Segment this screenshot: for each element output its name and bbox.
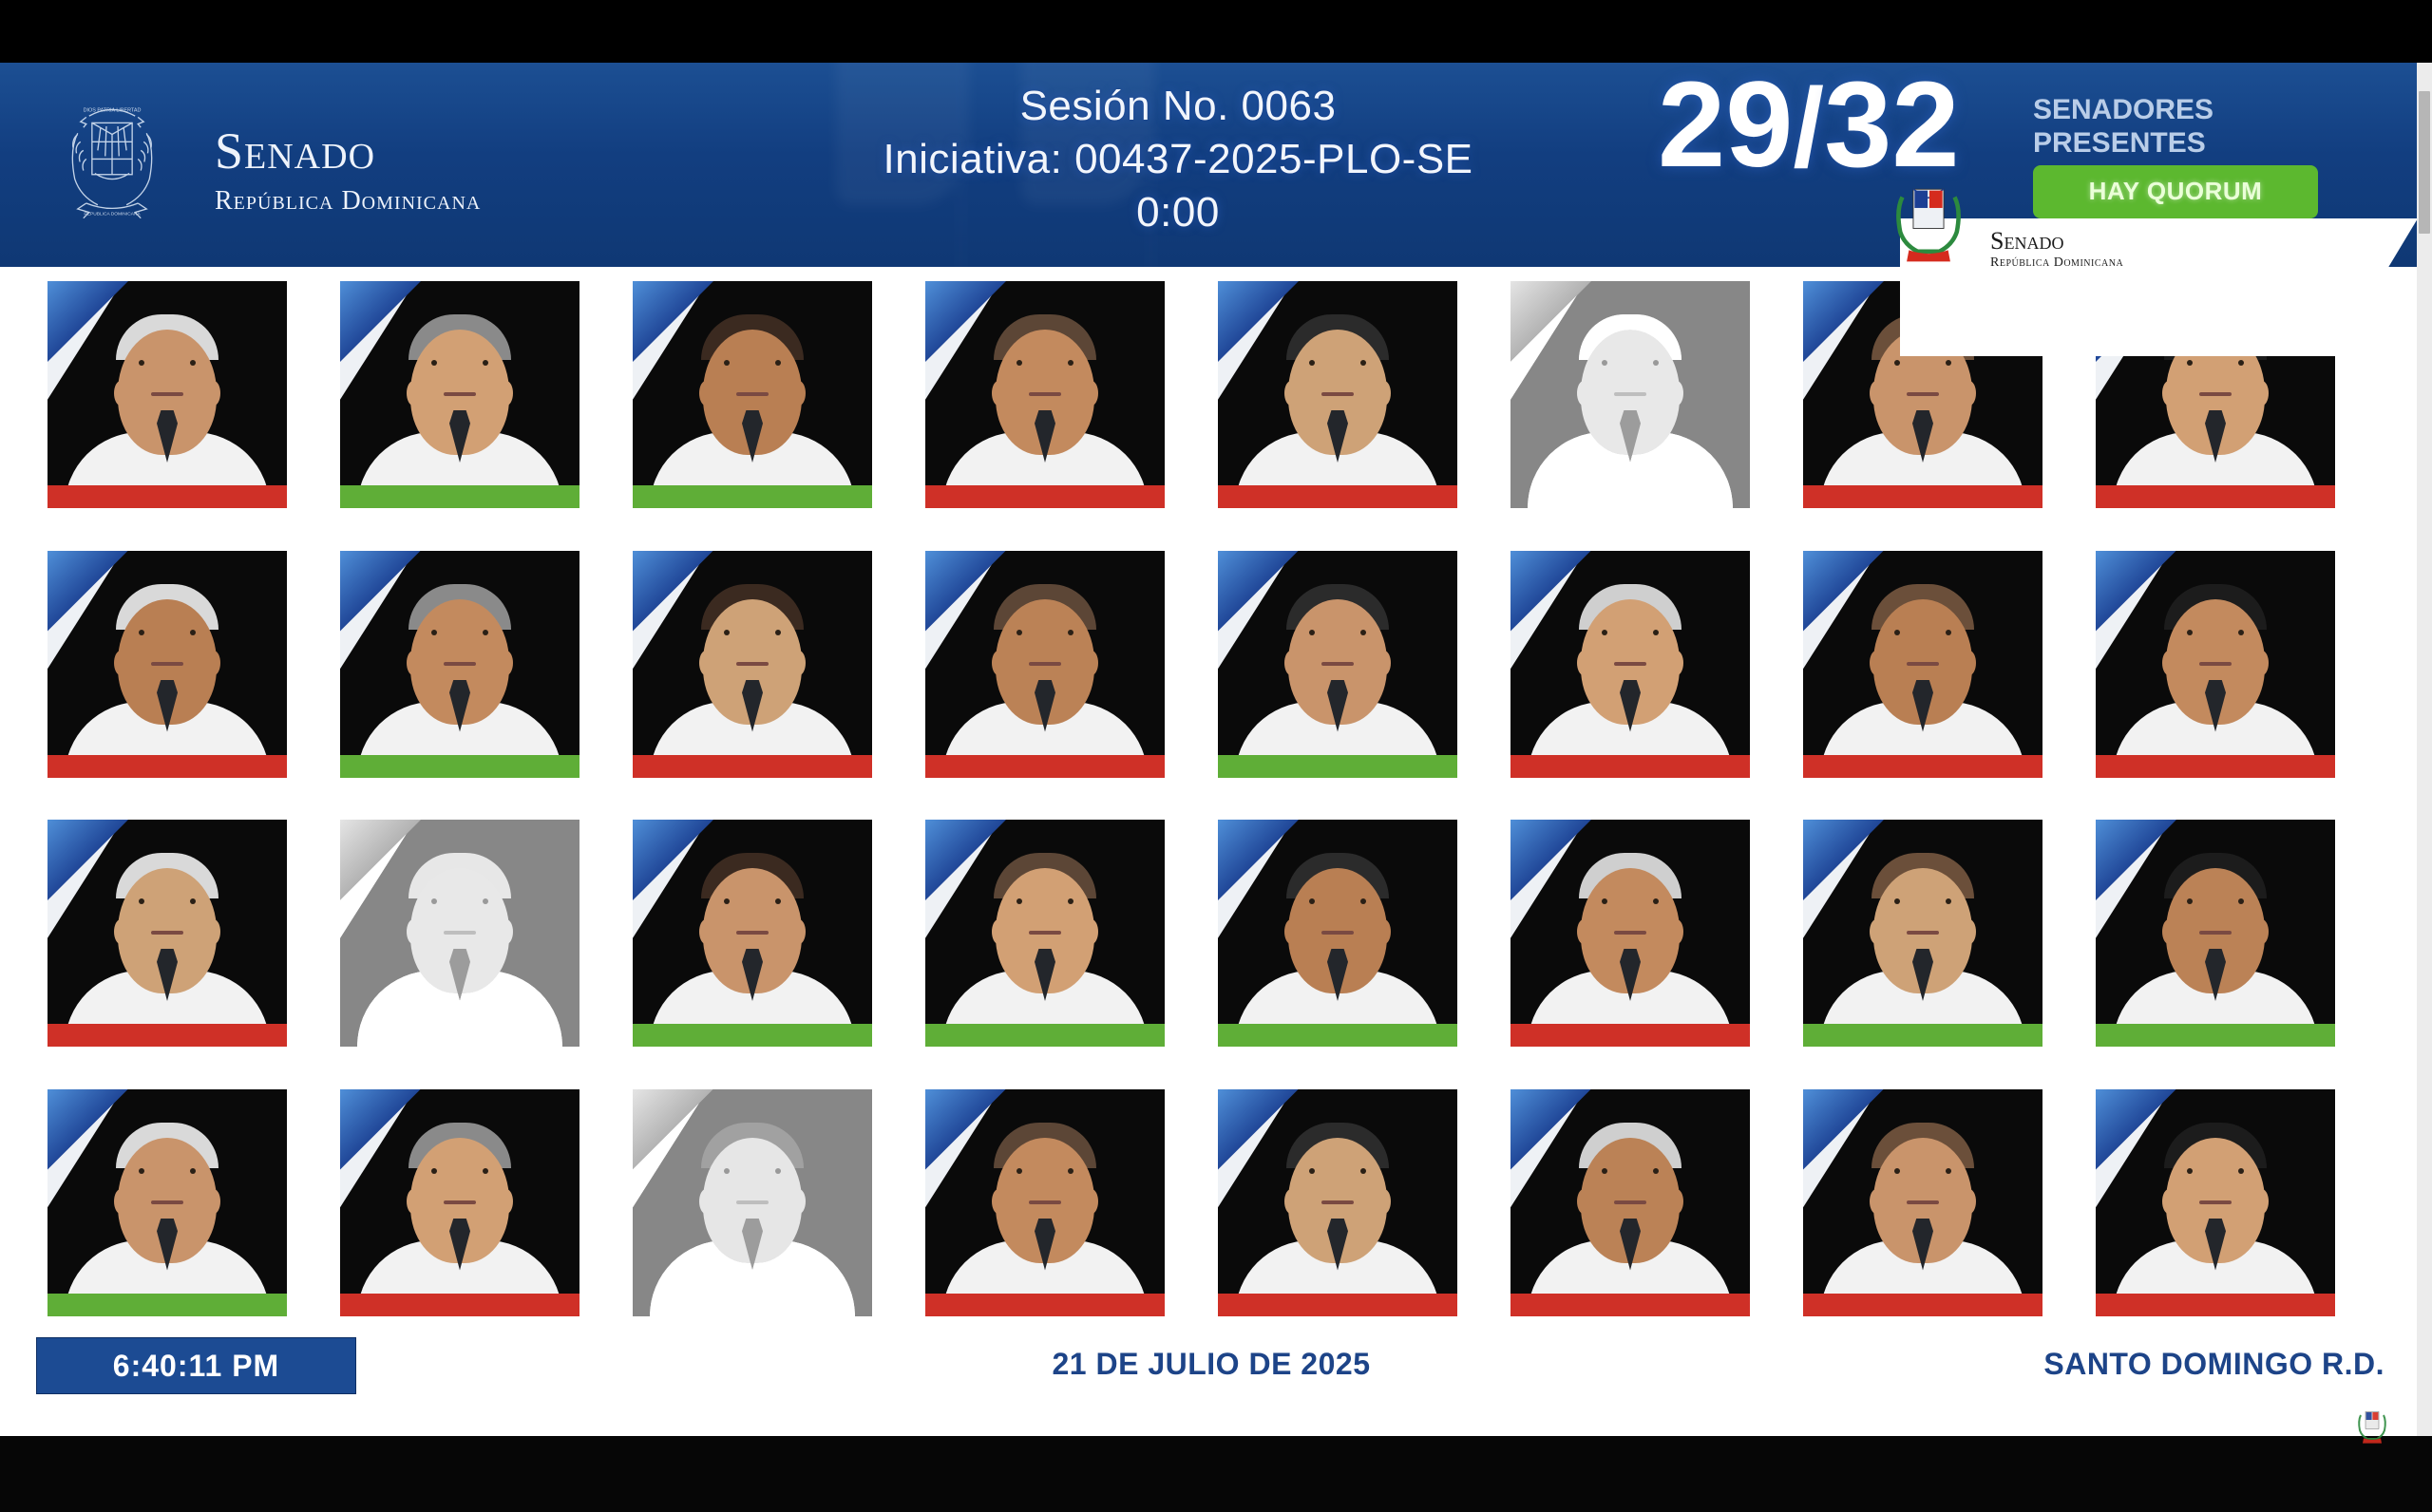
svg-text:REPUBLICA DOMINICANA: REPUBLICA DOMINICANA xyxy=(84,212,141,217)
svg-text:DIOS PATRIA LIBERTAD: DIOS PATRIA LIBERTAD xyxy=(84,107,142,113)
